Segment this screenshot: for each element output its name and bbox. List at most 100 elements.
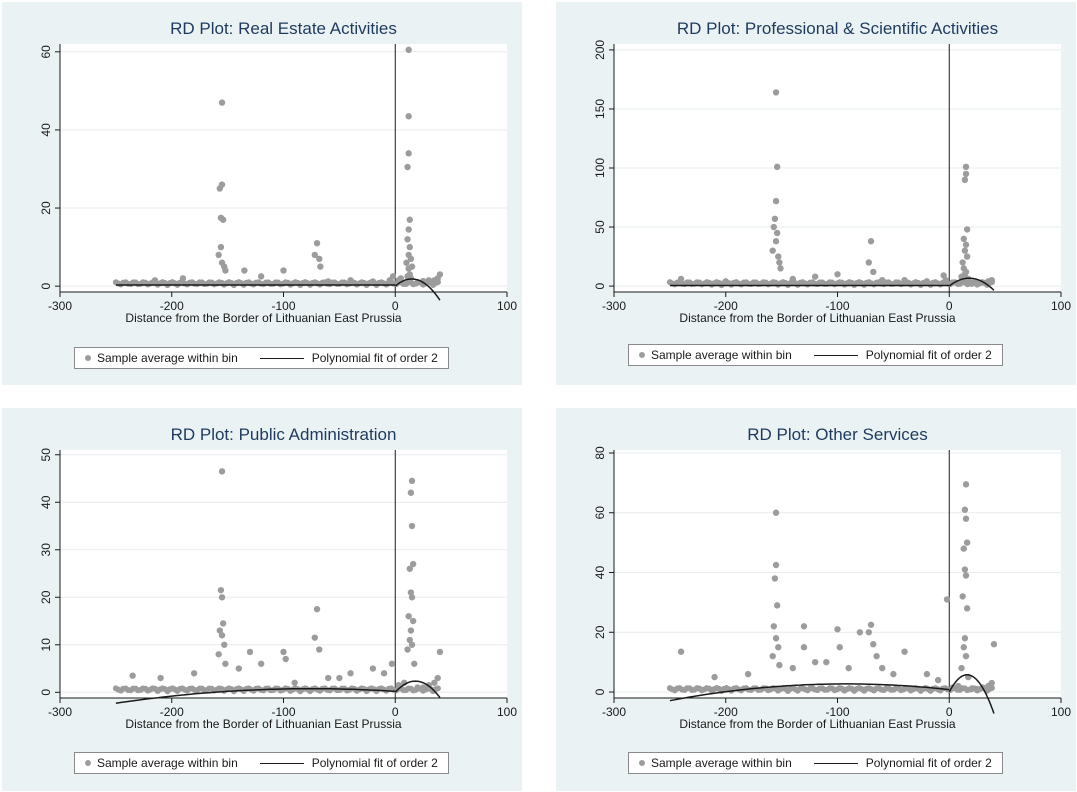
data-point	[962, 170, 970, 178]
data-point	[870, 641, 877, 648]
legend-dot-icon	[639, 352, 645, 358]
data-point	[218, 632, 226, 639]
legend-label-points: Sample average within bin	[97, 756, 238, 770]
data-point	[405, 265, 412, 272]
data-point	[406, 636, 413, 644]
data-point	[434, 685, 441, 692]
x-tick-label: 100	[1051, 705, 1071, 719]
legend-line-icon	[813, 354, 858, 356]
y-tick-label: 200	[593, 40, 607, 60]
y-tick-label: 50	[39, 448, 53, 462]
data-point	[770, 223, 778, 231]
legend-item-fit: Polynomial fit of order 2	[259, 351, 438, 365]
data-point	[216, 627, 224, 634]
y-tick-label: 0	[39, 689, 53, 696]
data-point	[961, 566, 969, 573]
data-point	[856, 629, 864, 636]
data-point	[772, 197, 780, 205]
data-point	[962, 241, 970, 248]
x-tick-label: -200	[714, 705, 738, 719]
legend-item-fit: Polynomial fit of order 2	[259, 756, 438, 770]
data-point	[405, 150, 412, 157]
data-point	[776, 259, 783, 266]
plot-area	[60, 450, 507, 698]
data-point	[221, 641, 228, 648]
fit-curve-right	[394, 680, 441, 699]
data-point	[772, 635, 780, 642]
y-tick-label: 50	[593, 220, 607, 234]
data-point	[219, 620, 227, 627]
fit-curve-left	[115, 687, 396, 704]
legend: Sample average within bin Polynomial fit…	[628, 752, 1003, 774]
data-point	[311, 251, 318, 259]
data-point	[901, 648, 908, 655]
y-tick-label: 0	[593, 688, 607, 695]
data-point	[834, 626, 841, 633]
data-point	[311, 634, 318, 641]
data-point	[216, 185, 224, 192]
data-point	[959, 259, 966, 266]
data-point	[772, 561, 780, 569]
data-point	[960, 644, 967, 651]
data-point	[934, 676, 942, 684]
data-point	[772, 509, 780, 516]
data-point	[961, 635, 969, 642]
data-point	[963, 605, 971, 612]
legend-item-points: Sample average within bin	[85, 756, 238, 770]
data-point	[811, 273, 819, 280]
data-point	[336, 674, 343, 682]
data-point	[347, 670, 354, 677]
data-point	[235, 665, 242, 672]
data-point	[711, 673, 718, 681]
data-point	[834, 271, 841, 278]
x-axis-label: Distance from the Border of Lithuanian E…	[125, 717, 401, 731]
data-point	[257, 660, 265, 667]
points-group	[666, 481, 998, 695]
data-point	[404, 163, 411, 171]
y-tick-label: 60	[593, 506, 607, 520]
y-tick-label: 40	[39, 123, 53, 137]
data-point	[988, 685, 995, 692]
data-point	[388, 660, 396, 667]
data-point	[282, 655, 289, 663]
data-point	[404, 236, 411, 243]
chart-svg-1: RD Plot: Professional & Scientific Activ…	[593, 19, 1071, 325]
y-tick-label: 100	[593, 158, 607, 178]
data-point	[408, 641, 416, 648]
x-tick-label: 100	[497, 705, 517, 719]
x-tick-label: -300	[48, 705, 72, 719]
data-point	[890, 670, 897, 678]
chart-svg-2: RD Plot: Public Administration 0 10 20 30 40 5…	[39, 425, 517, 731]
data-point	[959, 593, 966, 600]
data-point	[190, 670, 198, 677]
data-point	[157, 674, 164, 682]
data-point	[406, 565, 413, 572]
data-point	[406, 216, 413, 223]
data-point	[406, 243, 413, 251]
legend-label-fit: Polynomial fit of order 2	[311, 756, 438, 770]
legend-label-points: Sample average within bin	[97, 351, 238, 365]
x-tick-label: -200	[160, 705, 184, 719]
x-axis-label: Distance from the Border of Lithuanian E…	[679, 717, 955, 731]
y-tick-label: 40	[593, 566, 607, 580]
y-tick-label: 0	[39, 282, 53, 289]
x-tick-label: 100	[497, 299, 517, 313]
legend-label-fit: Polynomial fit of order 2	[311, 351, 438, 365]
data-point	[960, 235, 967, 243]
data-point	[961, 176, 969, 184]
data-point	[380, 670, 388, 677]
data-point	[407, 627, 415, 634]
legend-line-icon	[813, 762, 858, 764]
x-tick-label: -300	[602, 705, 626, 719]
data-point	[873, 652, 880, 660]
y-tick-label: 150	[593, 99, 607, 119]
data-point	[775, 253, 782, 260]
legend-item-points: Sample average within bin	[639, 756, 792, 770]
fit-curve-right	[948, 674, 995, 714]
data-point	[677, 648, 685, 655]
data-point	[867, 238, 875, 245]
data-point	[325, 674, 332, 682]
data-point	[215, 651, 222, 658]
data-point	[769, 247, 776, 254]
x-tick-label: 100	[1051, 299, 1071, 313]
